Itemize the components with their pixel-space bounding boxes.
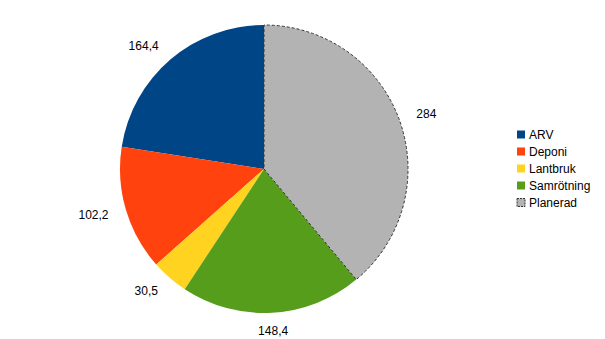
data-label: 30,5: [135, 284, 159, 298]
legend-label: Planerad: [529, 196, 577, 210]
chart: 164,4 102,2 30,5 148,4 284 ARV Deponi Lantbruk S…: [0, 0, 605, 339]
pie-slice: [122, 25, 264, 169]
legend: ARV Deponi Lantbruk Samrötning Planerad: [517, 128, 590, 210]
legend-label: ARV: [529, 128, 553, 142]
legend-swatch: [517, 199, 525, 207]
legend-label: Deponi: [529, 145, 567, 159]
pie-slice: [264, 25, 408, 280]
data-labels: 164,4 102,2 30,5 148,4 284: [79, 39, 437, 338]
data-label: 284: [416, 107, 436, 121]
legend-label: Lantbruk: [529, 162, 577, 176]
legend-label: Samrötning: [529, 179, 590, 193]
legend-swatch: [517, 148, 525, 156]
legend-swatch: [517, 165, 525, 173]
data-label: 148,4: [258, 324, 288, 338]
slices: [120, 25, 408, 313]
legend-swatch: [517, 182, 525, 190]
legend-swatch: [517, 131, 525, 139]
data-label: 102,2: [79, 208, 109, 222]
data-label: 164,4: [129, 39, 159, 53]
